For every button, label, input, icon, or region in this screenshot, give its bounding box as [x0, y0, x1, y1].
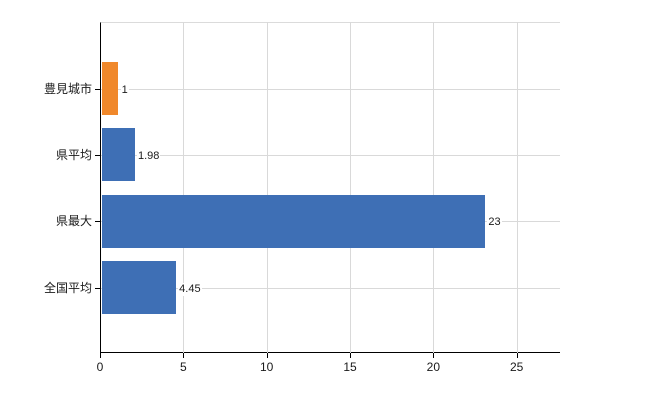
horizontal-gridline: [101, 287, 560, 289]
bar: [101, 194, 485, 248]
category-axis-label: 県平均: [55, 147, 92, 162]
y-axis-tick: [95, 88, 100, 90]
x-axis-tick-label: 20: [426, 360, 441, 374]
x-axis-tick: [266, 353, 268, 358]
plot-area: [100, 22, 560, 353]
bar: [101, 261, 176, 314]
y-axis-tick: [95, 221, 100, 223]
x-axis-tick: [516, 353, 518, 358]
category-axis-label: 県最大: [55, 214, 92, 229]
bar: [101, 62, 119, 116]
x-axis-tick-label: 25: [509, 360, 524, 374]
x-axis-tick-label: 5: [179, 360, 187, 374]
x-axis-tick: [350, 353, 351, 358]
bar-value-label: 4.45: [178, 282, 202, 296]
vertical-gridline: [350, 22, 351, 353]
vertical-gridline: [433, 22, 435, 353]
vertical-gridline: [183, 22, 185, 353]
y-axis-tick: [95, 154, 100, 156]
x-axis-tick: [183, 353, 185, 358]
x-axis-tick: [433, 353, 435, 358]
bar-value-label: 1.98: [137, 149, 161, 163]
horizontal-gridline: [101, 154, 560, 156]
x-axis-tick-label: 10: [259, 360, 274, 374]
category-axis-label: 豊見城市: [43, 81, 92, 96]
vertical-gridline: [516, 22, 518, 353]
y-axis-tick: [95, 287, 100, 289]
category-axis-label: 全国平均: [43, 280, 92, 295]
bar-value-label: 1: [120, 83, 129, 97]
bar-value-label: 23: [487, 216, 502, 230]
vertical-gridline: [266, 22, 268, 353]
x-axis-tick: [100, 353, 101, 358]
x-axis-tick-label: 0: [96, 360, 104, 374]
horizontal-gridline: [101, 88, 560, 90]
x-axis-tick-label: 15: [343, 360, 357, 374]
bar: [101, 128, 135, 182]
